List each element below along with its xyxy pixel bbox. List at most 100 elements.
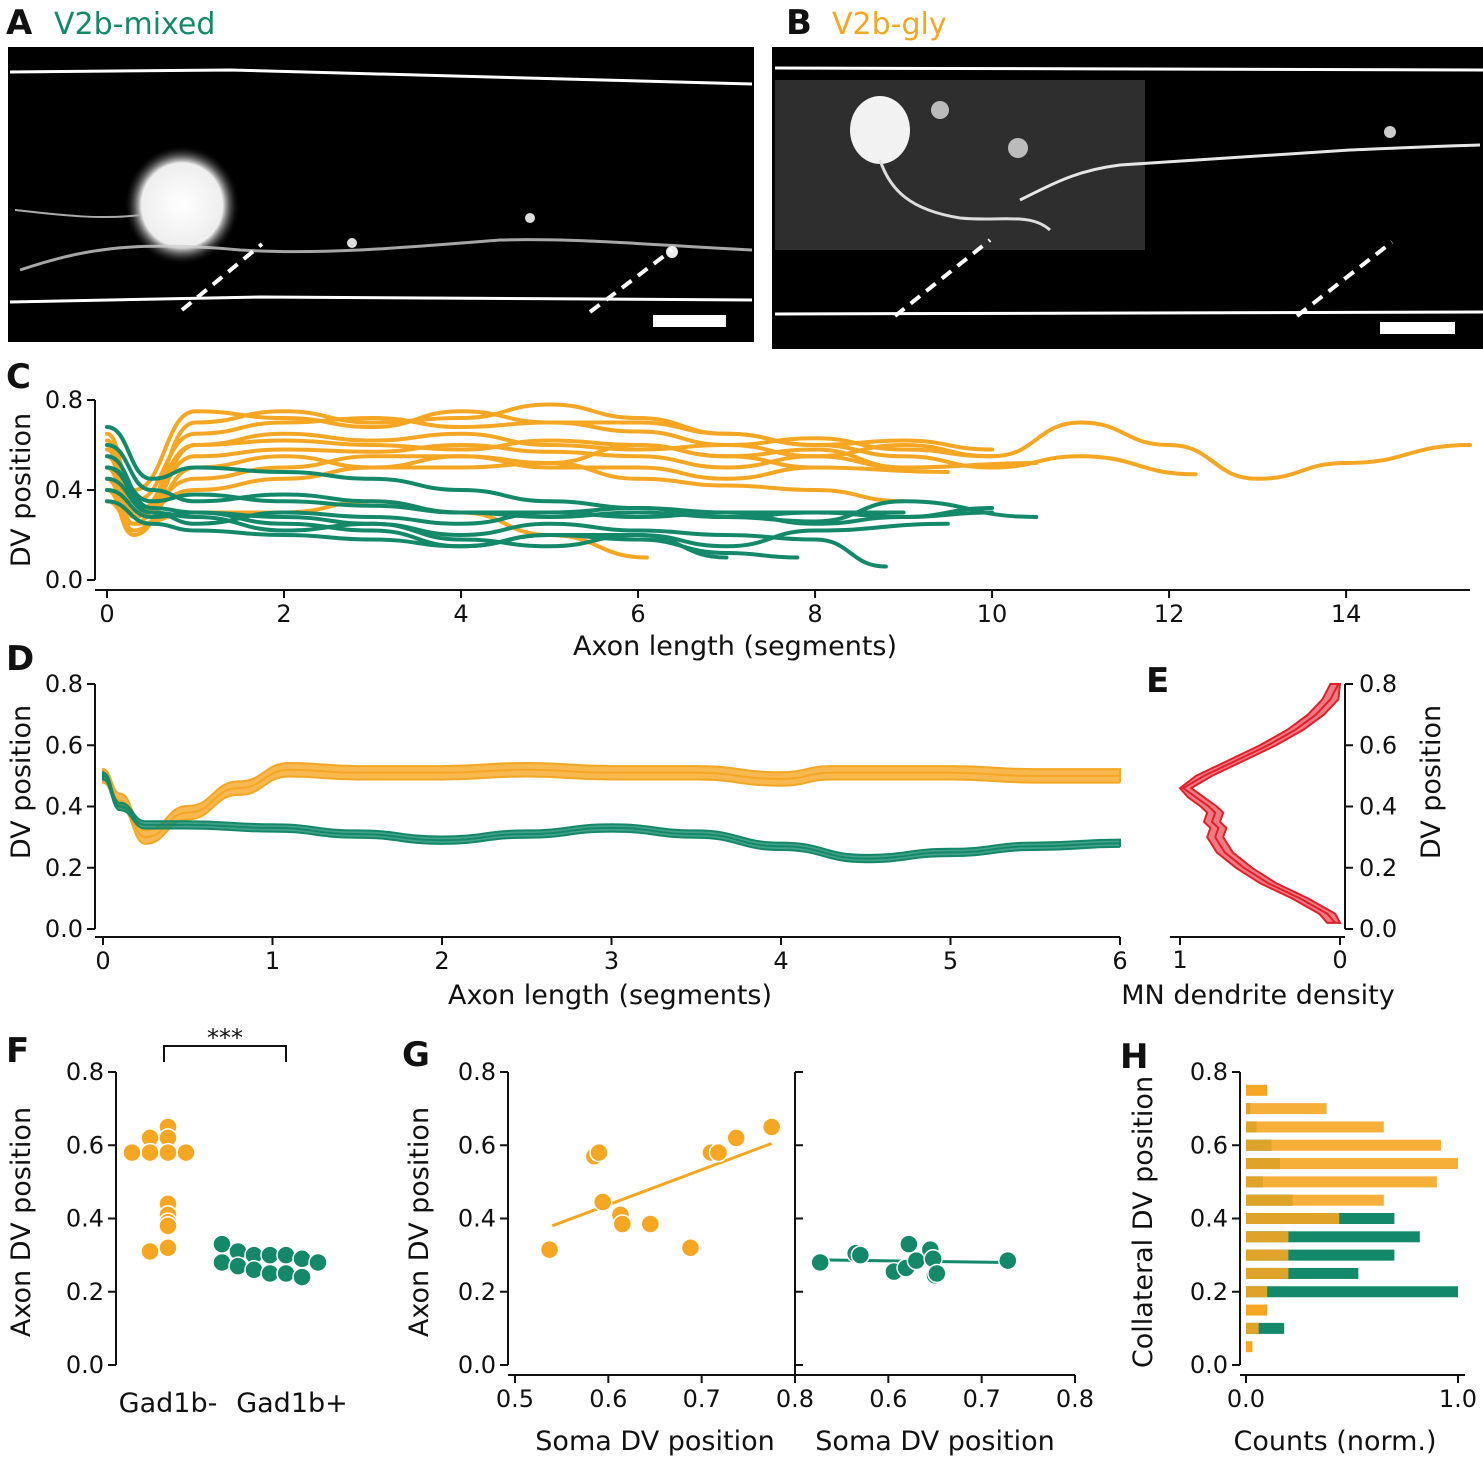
trajectory-line-gly [105,454,906,533]
y-tick-label: 0.6 [1190,1131,1228,1159]
chart-axon-trajectories: 0.0 0.4 0.8 0 2 4 6 8 10 12 14 Axon length (segment… [6,386,1472,662]
x-tick-label: 1.0 [1439,1385,1477,1413]
x-tick-label: 6 [630,600,645,628]
x-tick-label: 1 [265,947,280,975]
category-label-gad1b-pos: Gad1b+ [236,1388,348,1419]
micrograph-v2b-mixed [8,47,754,342]
significance-stars: *** [207,1024,243,1052]
mean-line-gly [102,768,1120,839]
y-tick-label: 0.0 [45,566,83,594]
x-tick-label: 0.8 [1056,1385,1094,1413]
bar-v2b-mixed [1246,1267,1359,1279]
y-tick-label: 0.2 [45,854,83,882]
trajectory-line-gly [105,420,1472,520]
x-tick-label: 2 [434,947,449,975]
y-tick-label: 0.6 [458,1131,496,1159]
data-point-gly [708,1142,729,1163]
y-tick-label: 0.4 [45,793,83,821]
y-tick-label: 0.2 [1190,1278,1228,1306]
panel-label-b: B [786,3,812,43]
data-point-mixed [850,1245,871,1265]
regression-line-gly [551,1142,773,1228]
data-point-mixed [899,1234,919,1254]
y-tick-label: 0.0 [458,1351,496,1379]
trajectory-line-mixed [105,499,950,549]
y-tick-label: 0.0 [1190,1351,1228,1379]
data-point-gly [539,1239,560,1260]
bar-v2b-gly [1246,1084,1268,1096]
y-tick-label: 0.4 [45,476,83,504]
y-tick-label: 0.8 [45,670,83,698]
data-point-gly [589,1142,609,1163]
x-tick-label: 0.6 [589,1385,627,1413]
bar-v2b-gly [1246,1176,1437,1188]
x-tick-label: 0 [95,947,110,975]
bar-v2b-gly [1246,1139,1442,1151]
scale-bar [653,315,726,327]
bar-v2b-gly [1246,1304,1268,1316]
y-axis-label: Collateral DV position [1128,1076,1159,1368]
micrograph-v2b-gly [772,47,1483,349]
y-tick-label: 0.6 [1359,731,1397,759]
bar-v2b-mixed [1246,1249,1395,1261]
data-point-gad1b-pos [276,1263,296,1284]
chart-mean-trajectories: 0.0 0.2 0.4 0.6 0.8 0 1 2 3 4 5 6 Axon length (segme… [6,670,1128,1011]
y-tick-label: 0.8 [1190,1058,1228,1086]
scale-bar [1380,322,1455,334]
sem-band-mixed [102,771,1121,864]
x-tick-label: 14 [1331,600,1362,628]
bar-v2b-gly [1246,1286,1268,1298]
data-point-mixed [810,1252,830,1273]
data-point-gad1b-pos [292,1267,312,1287]
x-tick-label: 6 [1112,947,1127,975]
y-tick-label: 0.8 [66,1058,104,1086]
panel-label-h: H [1120,1037,1148,1077]
y-tick-label: 0.4 [66,1205,104,1233]
trajectory-line-gly [105,415,995,504]
trajectory-line-mixed [105,443,995,526]
trajectory-line-gly [105,431,906,538]
y-axis-label: Axon DV position [6,1107,37,1337]
y-tick-label: 0.4 [1359,793,1397,821]
bar-v2b-gly [1246,1194,1384,1206]
y-tick-label: 0.2 [66,1278,104,1306]
panel-label-f: F [6,1031,29,1071]
y-tick-label: 0.8 [458,1058,496,1086]
x-tick-label: 1 [1172,946,1187,974]
panel-b-title: V2b-gly [832,7,947,42]
x-axis-label: Soma DV position [535,1426,774,1457]
density-line [1181,683,1340,924]
y-tick-label: 0.2 [1359,854,1397,882]
chart-axon-dv-by-gad1b: 0.0 0.2 0.4 0.6 0.8 Axon DV position *** Gad1b-… [6,1024,348,1419]
x-tick-label: 4 [453,600,468,628]
data-point-gad1b-pos [212,1234,232,1254]
x-axis-label: Counts (norm.) [1233,1426,1436,1457]
x-axis-label: MN dendrite density [1121,980,1394,1011]
x-tick-label: 3 [604,947,619,975]
data-point-gad1b-pos [276,1245,296,1265]
y-axis-label: DV position [1416,705,1447,859]
data-point-gad1b-neg [122,1142,142,1163]
sem-band-gly [102,761,1121,845]
y-tick-label: 0.8 [1359,670,1397,698]
data-point-gad1b-neg [158,1238,178,1258]
x-axis-label: Soma DV position [815,1426,1054,1457]
x-tick-label: 0.8 [776,1385,814,1413]
data-point-mixed [927,1263,947,1284]
panel-label-a: A [6,3,33,43]
data-point-gly [640,1214,661,1234]
data-point-gly [592,1192,613,1212]
data-point-gad1b-pos [244,1260,264,1280]
data-point-gad1b-neg [176,1142,196,1163]
bar-v2b-gly [1246,1103,1327,1115]
y-tick-label: 0.0 [66,1351,104,1379]
data-point-mixed [998,1250,1018,1271]
bar-v2b-gly [1246,1267,1289,1279]
x-tick-label: 0 [99,600,114,628]
panel-label-g: G [402,1035,430,1075]
category-label-gad1b-neg: Gad1b- [119,1388,218,1419]
bar-v2b-mixed [1246,1286,1458,1298]
